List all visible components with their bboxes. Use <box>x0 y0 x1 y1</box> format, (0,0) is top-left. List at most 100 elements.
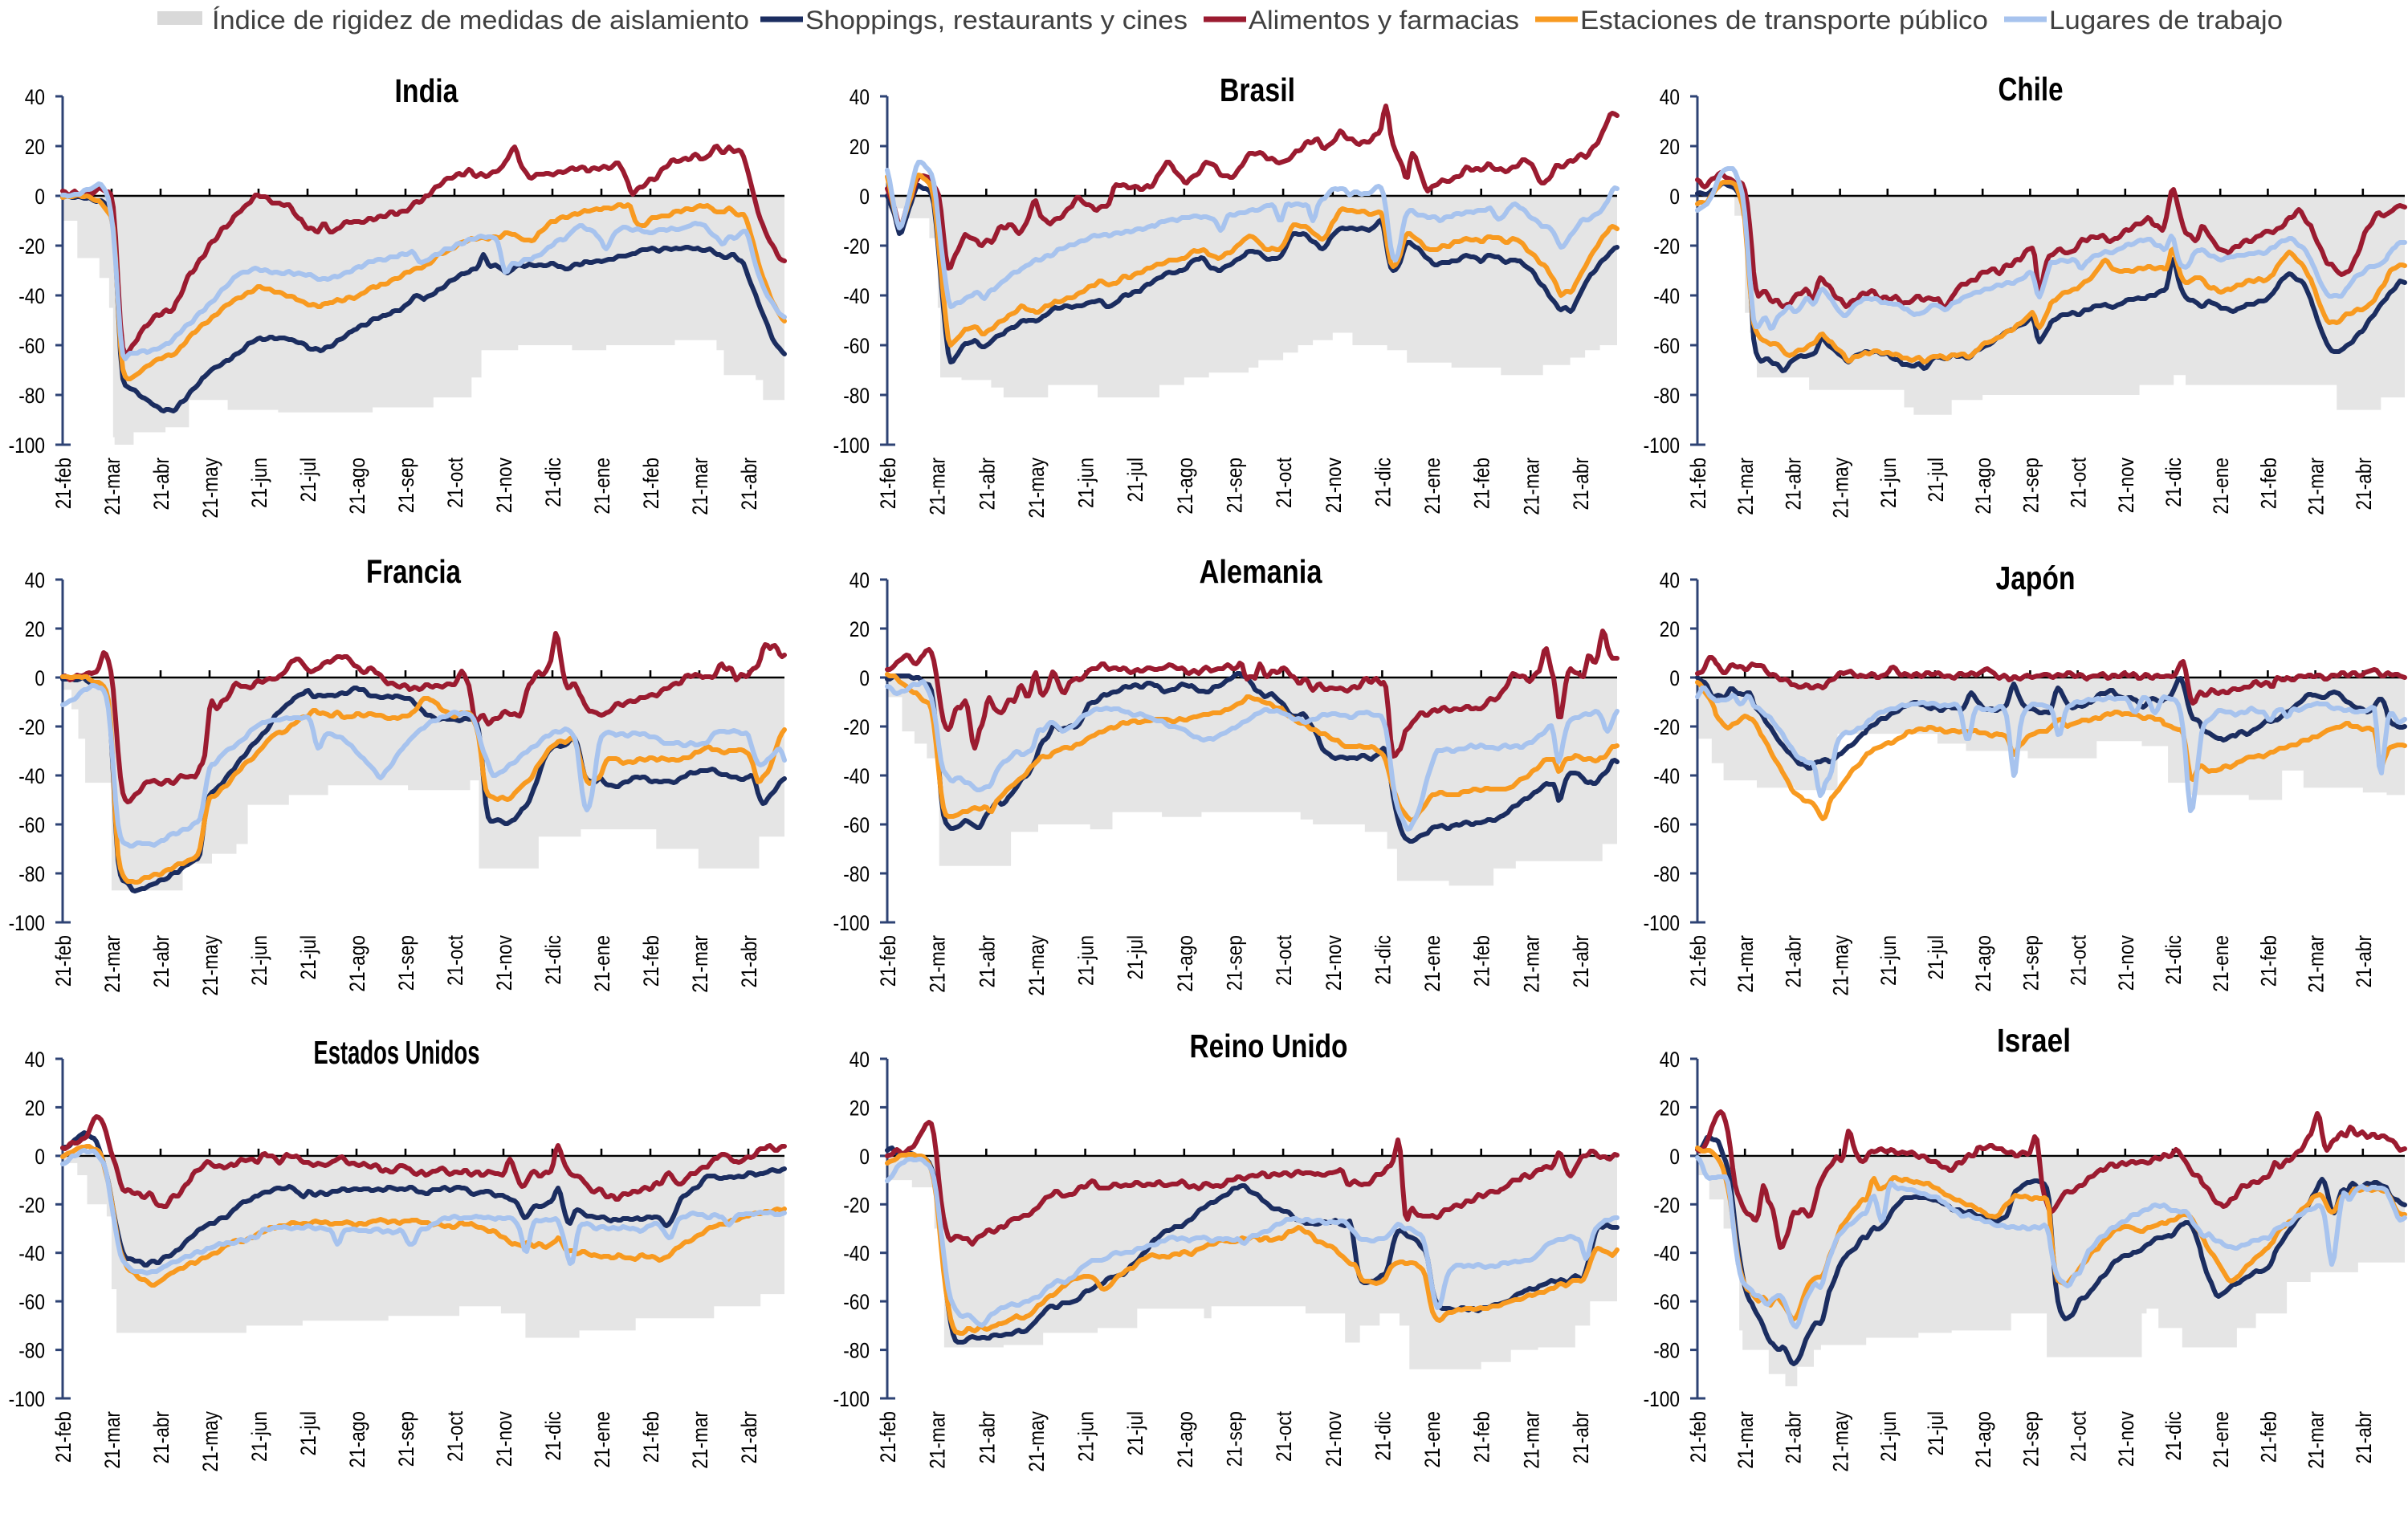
svg-text:-20: -20 <box>843 234 870 258</box>
svg-text:0: 0 <box>859 1145 870 1169</box>
svg-text:21-feb: 21-feb <box>1470 1411 1494 1463</box>
svg-text:21-ene: 21-ene <box>590 935 614 992</box>
svg-text:21-jun: 21-jun <box>1876 458 1901 508</box>
svg-text:21-abr: 21-abr <box>975 458 999 511</box>
svg-text:-100: -100 <box>9 433 45 458</box>
svg-text:21-ene: 21-ene <box>1420 1411 1444 1468</box>
svg-text:21-oct: 21-oct <box>1272 935 1296 986</box>
svg-text:-80: -80 <box>18 862 45 886</box>
svg-text:21-oct: 21-oct <box>2067 1411 2091 1462</box>
svg-text:21-oct: 21-oct <box>1272 458 1296 508</box>
svg-text:Índice de rigidez de medidas d: Índice de rigidez de medidas de aislamie… <box>212 6 749 35</box>
svg-text:-20: -20 <box>1653 234 1680 258</box>
svg-text:-100: -100 <box>833 433 870 458</box>
svg-text:21-may: 21-may <box>1829 1411 1853 1472</box>
svg-text:21-abr: 21-abr <box>2352 1411 2376 1464</box>
svg-text:0: 0 <box>35 185 45 209</box>
svg-text:21-nov: 21-nov <box>1322 935 1346 991</box>
svg-text:0: 0 <box>35 666 45 690</box>
svg-text:-80: -80 <box>843 384 870 408</box>
svg-text:21-mar: 21-mar <box>100 458 124 515</box>
svg-text:21-mar: 21-mar <box>688 458 712 515</box>
svg-text:21-feb: 21-feb <box>2256 458 2280 509</box>
svg-text:21-abr: 21-abr <box>1569 1411 1593 1464</box>
svg-text:-40: -40 <box>843 1242 870 1266</box>
svg-text:0: 0 <box>35 1145 45 1169</box>
svg-text:20: 20 <box>25 1096 45 1120</box>
svg-text:21-abr: 21-abr <box>737 1411 761 1464</box>
svg-text:21-mar: 21-mar <box>926 935 950 993</box>
svg-text:21-jun: 21-jun <box>1074 935 1098 986</box>
svg-text:21-mar: 21-mar <box>100 935 124 993</box>
svg-text:21-jul: 21-jul <box>296 1411 320 1456</box>
svg-text:-100: -100 <box>9 1387 45 1411</box>
svg-text:Alimentos y farmacias: Alimentos y farmacias <box>1249 6 1519 35</box>
svg-text:21-ago: 21-ago <box>345 458 369 515</box>
svg-text:21-feb: 21-feb <box>1470 935 1494 987</box>
svg-text:21-oct: 21-oct <box>2067 935 2091 986</box>
svg-text:21-mar: 21-mar <box>100 1411 124 1469</box>
svg-text:21-sep: 21-sep <box>394 458 418 513</box>
svg-text:21-sep: 21-sep <box>394 1411 418 1467</box>
svg-text:21-may: 21-may <box>1025 935 1049 996</box>
svg-text:21-mar: 21-mar <box>2304 1411 2329 1469</box>
svg-text:-40: -40 <box>18 284 45 308</box>
svg-text:21-feb: 21-feb <box>51 458 75 509</box>
svg-text:40: 40 <box>850 1048 870 1072</box>
svg-text:21-ene: 21-ene <box>590 1411 614 1468</box>
svg-text:21-may: 21-may <box>198 1411 222 1472</box>
svg-text:-60: -60 <box>1653 334 1680 358</box>
svg-text:21-nov: 21-nov <box>492 935 516 991</box>
svg-text:-60: -60 <box>843 1290 870 1314</box>
svg-text:21-sep: 21-sep <box>1223 458 1247 513</box>
svg-text:21-may: 21-may <box>198 458 222 519</box>
svg-text:21-ago: 21-ago <box>1173 935 1197 992</box>
svg-text:Reino Unido: Reino Unido <box>1190 1028 1348 1064</box>
svg-text:-60: -60 <box>1653 813 1680 837</box>
svg-text:21-ago: 21-ago <box>1971 1411 1995 1468</box>
svg-text:21-jun: 21-jun <box>247 458 271 508</box>
svg-text:21-mar: 21-mar <box>688 1411 712 1469</box>
svg-text:21-abr: 21-abr <box>1569 458 1593 511</box>
svg-text:0: 0 <box>1669 1145 1680 1169</box>
svg-text:21-feb: 21-feb <box>876 1411 900 1463</box>
svg-text:-60: -60 <box>843 334 870 358</box>
svg-text:21-nov: 21-nov <box>2114 935 2138 991</box>
svg-text:Israel: Israel <box>1997 1022 2071 1059</box>
svg-text:21-dic: 21-dic <box>1371 935 1395 985</box>
svg-text:20: 20 <box>1660 1096 1680 1120</box>
svg-text:21-jul: 21-jul <box>1123 1411 1147 1456</box>
svg-text:21-feb: 21-feb <box>639 458 663 509</box>
svg-text:21-jun: 21-jun <box>247 1411 271 1462</box>
svg-text:21-sep: 21-sep <box>2019 935 2043 991</box>
svg-text:20: 20 <box>25 135 45 159</box>
svg-text:-20: -20 <box>18 234 45 258</box>
svg-text:-20: -20 <box>843 1193 870 1217</box>
svg-text:40: 40 <box>1660 568 1680 592</box>
svg-text:21-dic: 21-dic <box>541 458 565 507</box>
svg-text:21-dic: 21-dic <box>1371 1411 1395 1461</box>
svg-text:21-ago: 21-ago <box>1971 935 1995 992</box>
svg-text:-40: -40 <box>1653 284 1680 308</box>
svg-text:-80: -80 <box>18 384 45 408</box>
svg-text:21-feb: 21-feb <box>1686 1411 1710 1463</box>
svg-text:21-abr: 21-abr <box>737 935 761 988</box>
svg-text:21-sep: 21-sep <box>1223 935 1247 991</box>
svg-text:-40: -40 <box>843 764 870 788</box>
svg-text:21-abr: 21-abr <box>149 458 173 511</box>
svg-text:20: 20 <box>25 617 45 641</box>
svg-text:21-ene: 21-ene <box>1420 458 1444 515</box>
svg-text:21-abr: 21-abr <box>1781 935 1805 988</box>
svg-text:21-dic: 21-dic <box>1371 458 1395 507</box>
svg-text:21-abr: 21-abr <box>149 1411 173 1464</box>
svg-text:-100: -100 <box>1644 433 1680 458</box>
svg-text:21-feb: 21-feb <box>876 458 900 509</box>
svg-text:21-sep: 21-sep <box>2019 458 2043 513</box>
svg-text:20: 20 <box>850 135 870 159</box>
svg-text:21-mar: 21-mar <box>1519 458 1543 515</box>
svg-text:-20: -20 <box>1653 715 1680 739</box>
svg-text:21-mar: 21-mar <box>1519 935 1543 993</box>
svg-text:0: 0 <box>1669 185 1680 209</box>
svg-text:21-oct: 21-oct <box>2067 458 2091 508</box>
svg-text:21-nov: 21-nov <box>2114 458 2138 514</box>
